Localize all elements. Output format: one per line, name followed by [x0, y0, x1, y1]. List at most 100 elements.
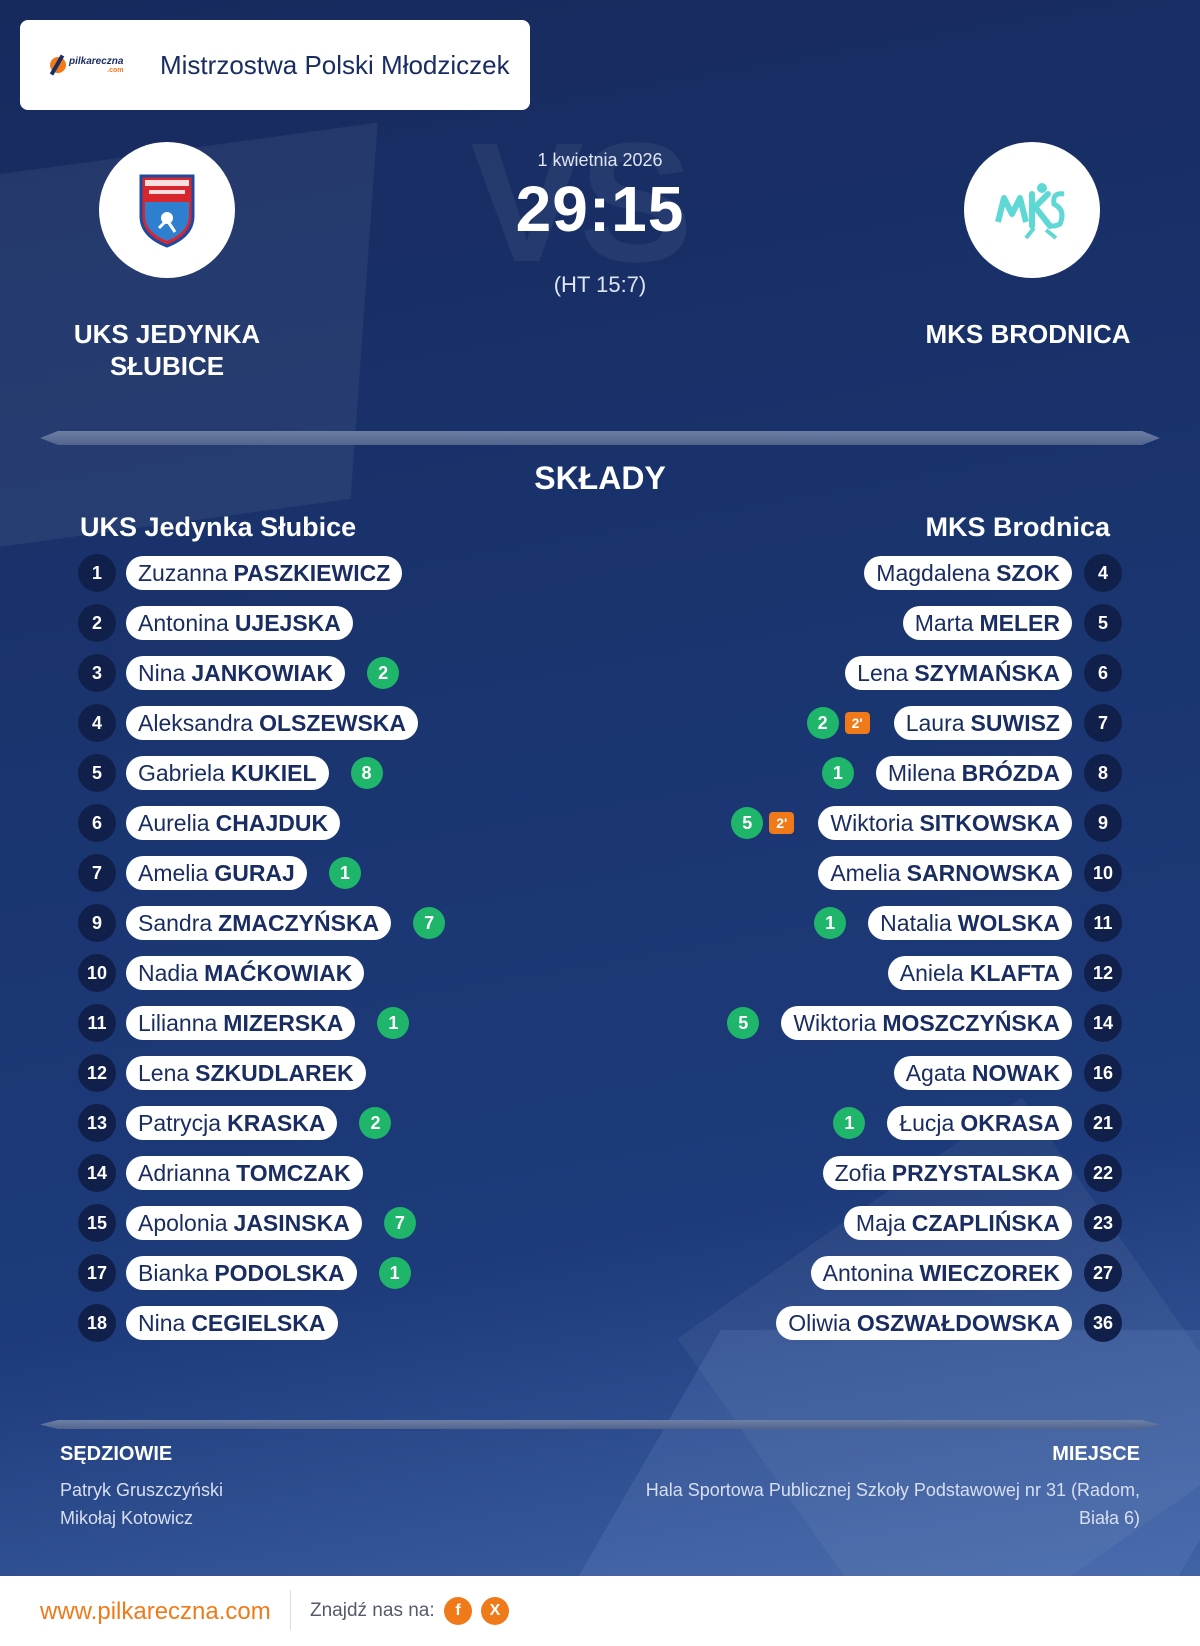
player-row: 14 Wiktoria MOSZCZYŃSKA 5	[727, 1004, 1122, 1042]
player-last-name: SITKOWSKA	[919, 809, 1060, 836]
goals-badge: 1	[821, 757, 854, 789]
player-name: Sandra ZMACZYŃSKA	[126, 906, 392, 940]
penalty-badge: 2'	[844, 712, 870, 734]
player-first-name: Maja	[855, 1209, 906, 1236]
site-logo[interactable]: pilkareczna .com	[50, 52, 140, 78]
shirt-number-badge: 12	[1084, 954, 1122, 992]
player-last-name: SZOK	[996, 559, 1060, 586]
player-first-name: Apolonia	[138, 1209, 228, 1236]
player-row: 5 Marta MELER	[902, 604, 1122, 642]
site-url-link[interactable]: www.pilkareczna.com	[40, 1598, 271, 1625]
player-name: Antonina WIECZOREK	[810, 1256, 1072, 1290]
shirt-number-badge: 21	[1084, 1104, 1122, 1142]
facebook-icon[interactable]: f	[444, 1597, 472, 1625]
venue-block: MIEJSCE Hala Sportowa Publicznej Szkoły …	[620, 1443, 1140, 1532]
bottom-bar: www.pilkareczna.com Znajdź nas na: f X	[0, 1576, 1200, 1646]
player-name: Adrianna TOMCZAK	[126, 1156, 363, 1190]
player-last-name: KRASKA	[227, 1109, 326, 1136]
player-first-name: Aniela	[899, 959, 964, 986]
goals-badge: 8	[350, 757, 383, 789]
player-name: Zuzanna PASZKIEWICZ	[126, 556, 403, 590]
shirt-number-badge: 36	[1084, 1304, 1122, 1342]
shirt-number-badge: 10	[1084, 854, 1122, 892]
player-first-name: Patrycja	[138, 1109, 222, 1136]
player-row: 10 Nadia MAĆKOWIAK	[78, 954, 365, 992]
divider	[40, 1420, 1160, 1429]
player-last-name: OLSZEWSKA	[259, 709, 407, 736]
referees-heading: SĘDZIOWIE	[60, 1443, 173, 1465]
player-first-name: Magdalena	[876, 559, 991, 586]
shirt-number-badge: 27	[1084, 1254, 1122, 1292]
player-last-name: MAĆKOWIAK	[204, 959, 353, 986]
goals-badge: 5	[731, 807, 764, 839]
vs-watermark: VS	[470, 108, 693, 298]
x-icon[interactable]: X	[481, 1597, 509, 1625]
shirt-number-badge: 7	[1084, 704, 1122, 742]
away-roster-title: MKS Brodnica	[925, 512, 1110, 542]
goals-badge: 1	[833, 1107, 866, 1139]
player-row: 5 Gabriela KUKIEL 8	[78, 754, 383, 792]
player-first-name: Laura	[905, 709, 965, 736]
player-last-name: WIECZOREK	[919, 1259, 1060, 1286]
shirt-number-badge: 10	[78, 954, 116, 992]
referee-name: Mikołaj Kotowicz	[60, 1508, 194, 1528]
match-card: pilkareczna .com Mistrzostwa Polski Młodz…	[0, 0, 1200, 1576]
player-last-name: PODOLSKA	[214, 1259, 345, 1286]
venue-line: Biała 6)	[1078, 1508, 1140, 1528]
player-last-name: JASINSKA	[233, 1209, 350, 1236]
shirt-number-badge: 6	[1084, 654, 1122, 692]
player-last-name: CHAJDUK	[215, 809, 329, 836]
player-row: 17 Bianka PODOLSKA 1	[78, 1254, 411, 1292]
player-row: 11 Lilianna MIZERSKA 1	[78, 1004, 410, 1042]
player-last-name: OSZWAŁDOWSKA	[856, 1309, 1060, 1336]
player-last-name: KUKIEL	[230, 759, 317, 786]
player-name: Natalia WOLSKA	[868, 906, 1072, 940]
player-first-name: Wiktoria	[830, 809, 914, 836]
player-last-name: JANKOWIAK	[191, 659, 334, 686]
player-name: Oliwia OSZWAŁDOWSKA	[776, 1306, 1072, 1340]
halftime-score: (HT 15:7)	[553, 272, 647, 297]
goals-badge: 1	[328, 857, 361, 889]
shirt-number-badge: 6	[78, 804, 116, 842]
home-crest-icon	[139, 174, 195, 248]
player-row: 14 Adrianna TOMCZAK	[78, 1154, 363, 1192]
handball-icon	[50, 57, 66, 73]
player-first-name: Natalia	[880, 909, 952, 936]
player-row: 9 Sandra ZMACZYŃSKA 7	[78, 904, 446, 942]
shirt-number-badge: 1	[78, 554, 116, 592]
shirt-number-badge: 11	[1084, 904, 1122, 942]
shirt-number-badge: 22	[1084, 1154, 1122, 1192]
player-first-name: Lena	[138, 1059, 190, 1086]
player-name: Laura SUWISZ	[893, 706, 1072, 740]
player-name: Maja CZAPLIŃSKA	[843, 1206, 1072, 1240]
player-name: Amelia GURAJ	[126, 856, 307, 890]
final-score: 29:15	[515, 173, 685, 245]
player-row: 9 Wiktoria SITKOWSKA 2' 5	[731, 804, 1122, 842]
shirt-number-badge: 23	[1084, 1204, 1122, 1242]
away-crest-icon	[995, 183, 1065, 240]
player-row: 27 Antonina WIECZOREK	[810, 1254, 1122, 1292]
player-last-name: OKRASA	[960, 1109, 1060, 1136]
player-row: 21 Łucja OKRASA 1	[833, 1104, 1122, 1142]
shirt-number-badge: 5	[1084, 604, 1122, 642]
home-roster-title: UKS Jedynka Słubice	[80, 512, 357, 542]
player-name: Amelia SARNOWSKA	[818, 856, 1072, 890]
player-name: Wiktoria SITKOWSKA	[818, 806, 1072, 840]
separator	[290, 1590, 291, 1630]
player-last-name: MOSZCZYŃSKA	[882, 1009, 1060, 1036]
lineups-title: SKŁADY	[534, 460, 666, 496]
shirt-number-badge: 9	[78, 904, 116, 942]
shirt-number-badge: 15	[78, 1204, 116, 1242]
player-last-name: CEGIELSKA	[191, 1309, 326, 1336]
player-first-name: Wiktoria	[793, 1009, 877, 1036]
player-last-name: WOLSKA	[957, 909, 1060, 936]
goals-badge: 1	[814, 907, 847, 939]
goals-badge: 1	[377, 1007, 410, 1039]
player-last-name: PASZKIEWICZ	[233, 559, 391, 586]
player-last-name: ZMACZYŃSKA	[218, 909, 380, 936]
player-first-name: Bianka	[138, 1259, 209, 1286]
goals-badge: 5	[727, 1007, 760, 1039]
divider	[40, 431, 1160, 445]
referee-name: Patryk Gruszczyński	[60, 1480, 224, 1500]
player-first-name: Aleksandra	[138, 709, 254, 736]
